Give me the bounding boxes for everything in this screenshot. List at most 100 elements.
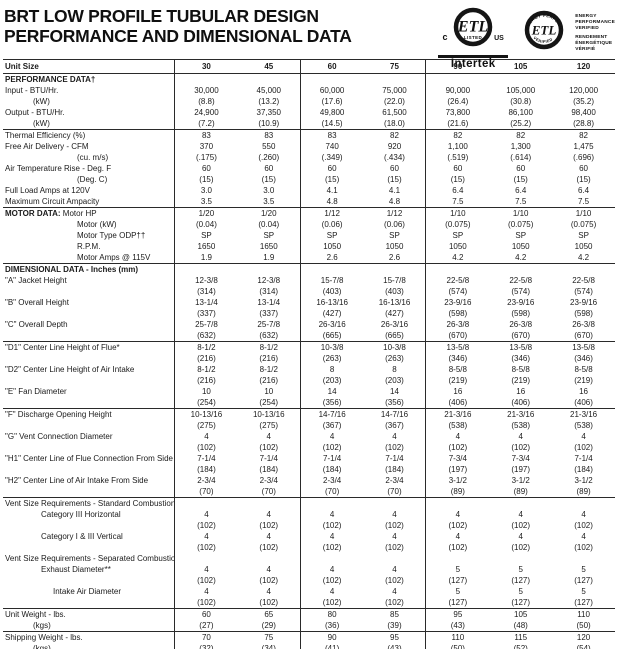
value-cell: 3.5 [238,196,301,207]
value-cell: 1050 [323,242,342,251]
value-cell: SP [578,231,589,240]
value-cell: (216) [238,353,301,364]
table-row: Shipping Weight - lbs. 70 75 90 95 110 115 120 [3,631,615,643]
row-label: Motor Type ODP†† [3,230,175,241]
value-cell: (598) [574,309,593,318]
row-label-text: Category I & III Vertical [41,532,123,541]
value-cell: 73,800 [445,108,471,117]
value-cell: 80 [327,610,337,619]
value-cell: 7-3/4 [511,454,530,463]
value-cell: 13-5/8 [509,343,533,352]
value-cell: (27) [199,621,214,630]
value-cell: 23-9/16 [444,298,472,307]
value-cell: 1/10 [450,209,466,218]
value-cell: (15) [238,174,301,185]
value-cell: 1.9 [200,253,212,262]
value-cell: 7.5 [515,197,527,206]
document-header: BRT LOW PROFILE TUBULAR DESIGN PERFORMAN… [0,0,619,70]
intertek-divider [438,55,509,58]
value-cell: (127) [574,598,593,607]
value-cell: 7-3/4 [448,454,467,463]
value-cell: 2-3/4 [323,476,342,485]
value-cell: (0.06) [364,219,427,230]
value-cell: 6.4 [452,186,464,195]
value-cell: 60 [453,164,463,173]
value-cell: (346) [574,354,593,363]
row-label: PERFORMANCE DATA† [3,74,175,85]
row-label [3,520,175,531]
value-cell: 65 [238,609,301,620]
table-row: "H1" Center Line of Flue Connection From… [3,453,615,464]
value-cell [301,553,364,564]
value-cell: 1/10 [512,209,529,218]
table-row: Category I & III Vertical 4 4 4 4 4 4 4 [3,531,615,542]
value-cell: (0.04) [238,219,301,230]
value-cell: (7.2) [198,119,215,128]
value-cell: 8 [329,365,335,374]
etl-verified-logo: ENERGY PERFORMANCE ETL VERIFIED [518,2,569,61]
verified-arc-bottom-text: VERIFIED [533,35,554,44]
value-cell [364,74,427,85]
value-cell: (.260) [238,152,301,163]
table-header-row: Unit Size 30 45 60 75 90 105 120 [3,60,615,74]
value-cell: 1/10 [575,209,592,218]
value-cell [175,498,238,509]
value-cell: (275) [238,420,301,431]
value-cell [426,264,489,275]
value-cell: 83 [201,131,211,140]
value-cell: (263) [364,353,427,364]
table-row: Exhaust Diameter** 4 4 4 4 5 5 5 [3,564,615,575]
value-cell: (102) [322,598,342,607]
row-label-text: Input - BTU/Hr. [5,86,59,95]
value-cell: 5 [455,565,461,574]
value-cell: 60 [516,164,526,173]
row-label: "B" Overall Height [3,297,175,308]
value-cell: 12-3/8 [238,275,301,286]
value-cell: 4 [329,565,335,574]
row-label-text: (kW) [33,97,50,106]
value-cell: 26-3/8 [446,320,470,329]
table-row: Thermal Efficiency (%) 83 83 83 82 82 82 82 [3,129,615,141]
verified-line: RENDEMENT [575,35,608,41]
row-label: (Deg. C) [3,174,175,185]
value-cell: 82 [516,131,526,140]
value-cell: (102) [511,521,531,530]
value-cell: (574) [448,287,468,296]
value-cell: (48) [513,621,528,630]
value-cell: 10-13/16 [238,409,301,420]
value-cell: 4 [329,532,335,541]
value-cell: 21-3/16 [444,410,472,419]
row-label: "H2" Center Line of Air Intake From Side [3,475,175,486]
value-cell: (32) [199,644,214,649]
row-label-text: Vent Size Requirements - Separated Combu… [5,554,175,563]
value-cell: (0.04) [195,220,217,229]
value-cell: 5 [518,565,523,574]
us-mark: US [494,35,504,42]
table-row: (184) (184) (184) (184) (197) (197) (184) [3,464,615,475]
row-label: "C" Overall Depth [3,319,175,330]
value-cell [426,74,489,85]
value-cell: 75,000 [364,85,427,96]
value-cell: (102) [364,597,427,608]
column-header: 60 [327,62,337,71]
row-label: Input - BTU/Hr. [3,85,175,96]
etl-listed-logo: ETL LISTED c US Intertek [433,6,513,70]
value-cell: (102) [448,543,468,552]
table-row: Unit Weight - lbs. 60 65 80 85 95 105 110 [3,608,615,620]
table-row: (Deg. C) (15) (15) (15) (15) (15) (15) (15) [3,174,615,185]
value-cell: (0.075) [508,220,534,229]
value-cell: 16 [453,387,463,396]
value-cell: 3.0 [200,186,212,195]
value-cell: (263) [322,354,342,363]
verified-line: ÉNERGÉTIQUE [575,41,613,47]
row-label [3,286,175,297]
value-cell: 4.8 [326,197,338,206]
table-row: (102) (102) (102) (102) (102) (102) (102) [3,442,615,453]
row-label: R.P.M. [3,241,175,252]
table-row: (cu. m/s) (.175) (.260) (.349) (.434) (.519) (… [3,152,615,163]
value-cell: (574) [511,287,531,296]
value-cell: 30,000 [194,86,219,95]
table-row: DIMENSIONAL DATA - Inches (mm) [3,263,615,275]
value-cell: 7.5 [578,197,590,206]
row-label-text: Motor HP [62,209,97,218]
